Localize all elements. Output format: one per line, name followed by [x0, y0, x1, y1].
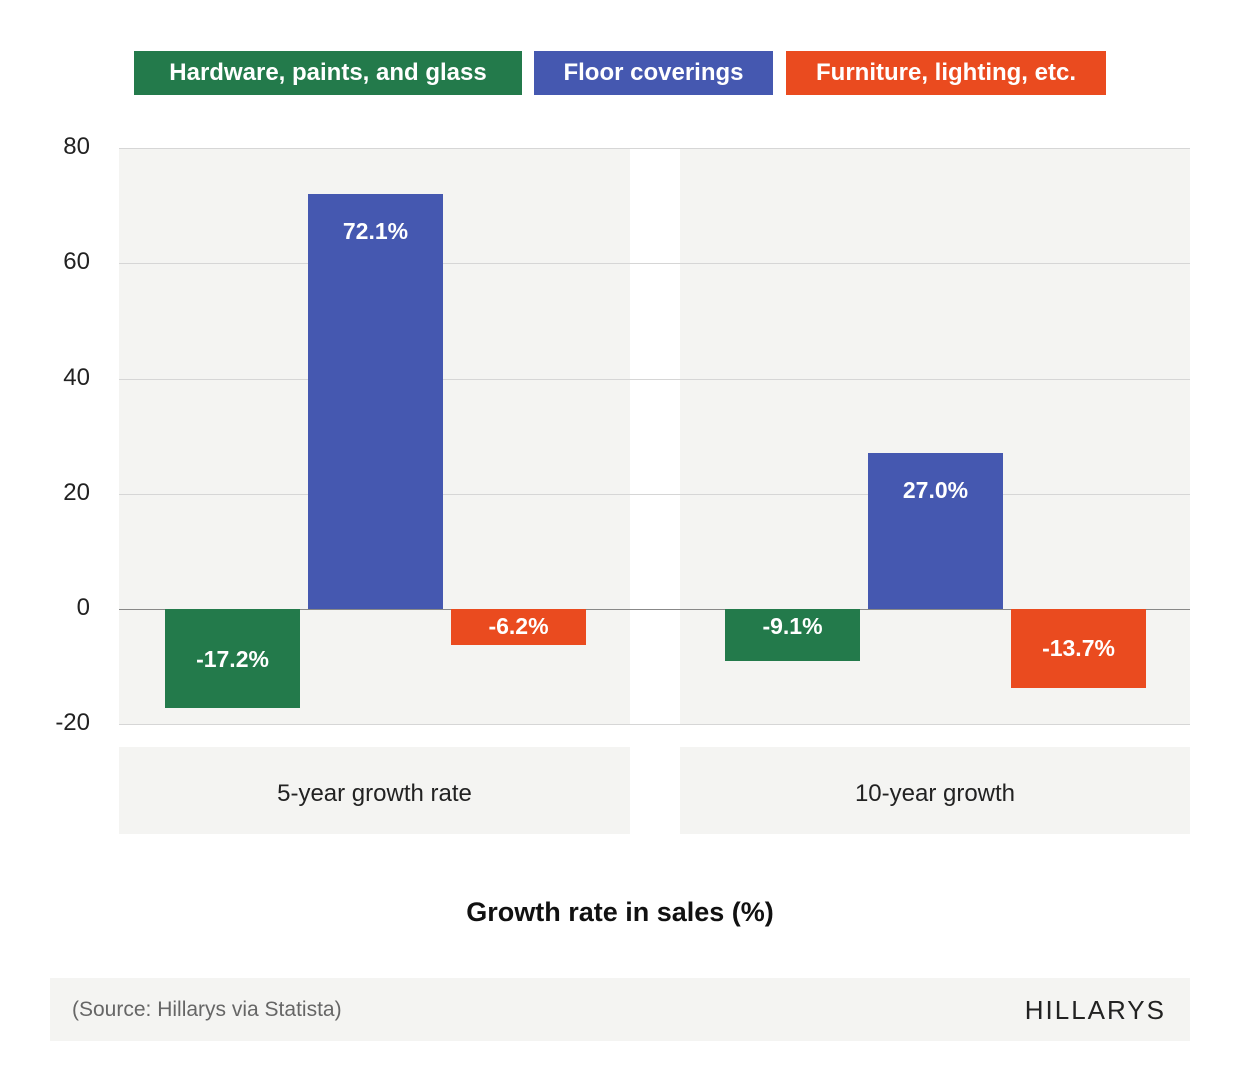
legend-item: Hardware, paints, and glass	[134, 51, 522, 95]
category-label: 5-year growth rate	[119, 747, 630, 834]
y-tick-label: 20	[63, 478, 90, 506]
gridline	[119, 609, 1190, 610]
category-label: 10-year growth	[680, 747, 1190, 834]
data-label: -9.1%	[762, 613, 823, 639]
bar	[308, 193, 443, 609]
y-tick-label: 0	[76, 594, 90, 621]
hillarys-logo: HILLARYS	[1024, 995, 1166, 1025]
gridline	[119, 724, 1190, 726]
gridline	[119, 378, 1190, 380]
legend-item: Furniture, lighting, etc.	[786, 51, 1106, 95]
y-tick-label: 80	[63, 133, 90, 160]
footer: (Source: Hillarys via Statista) HILLARYS	[50, 978, 1190, 1041]
data-label: -17.2%	[196, 645, 269, 672]
y-tick-label: 40	[63, 363, 90, 391]
bar	[165, 609, 300, 709]
data-label: -6.2%	[488, 613, 549, 639]
bar	[451, 609, 586, 645]
y-tick-label: 60	[63, 248, 90, 276]
gridline	[119, 263, 1190, 265]
y-tick-label: -20	[55, 709, 90, 737]
x-axis-title: Growth rate in sales (%)	[466, 897, 774, 927]
bar	[725, 609, 860, 662]
source-note: (Source: Hillarys via Statista)	[72, 998, 342, 1021]
bar	[1011, 609, 1146, 688]
data-label: 72.1%	[342, 217, 409, 244]
gridline	[119, 148, 1190, 149]
gridline	[119, 493, 1190, 495]
data-label: -13.7%	[1042, 635, 1115, 662]
data-label: 27.0%	[902, 477, 969, 504]
bar	[868, 453, 1003, 609]
legend-item: Floor coverings	[534, 51, 773, 95]
